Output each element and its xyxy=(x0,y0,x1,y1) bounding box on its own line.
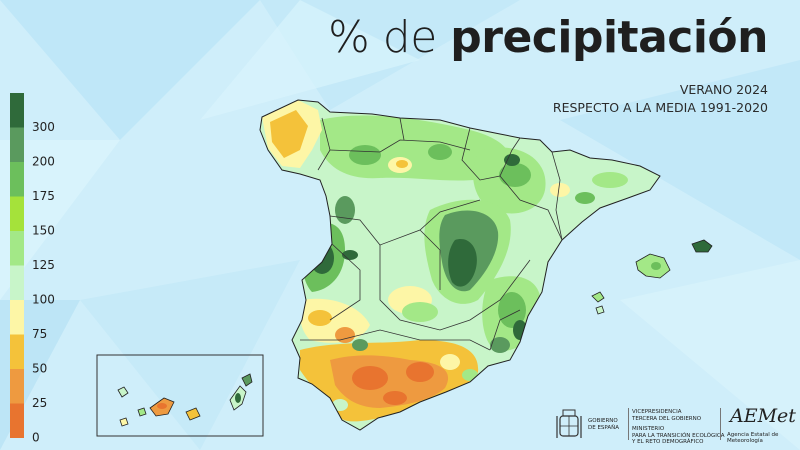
vicepresidencia-label: VICEPRESIDENCIA TERCERA DEL GOBIERNO xyxy=(632,409,701,422)
aemet-logo: AEMet xyxy=(730,405,796,427)
legend-label: 75 xyxy=(32,327,47,341)
legend-swatch xyxy=(10,334,24,369)
gobierno-line1: GOBIERNO xyxy=(588,418,618,424)
vice-line2: TERCERA DEL GOBIERNO xyxy=(632,415,702,422)
page-title: % de precipitación xyxy=(327,12,769,63)
legend-swatch xyxy=(10,127,24,162)
min-line2: PARA LA TRANSICIÓN ECOLÓGICA xyxy=(632,432,725,439)
legend-swatch xyxy=(10,369,24,404)
legend-swatch xyxy=(10,403,24,438)
peninsula xyxy=(259,99,661,431)
legend-label: 200 xyxy=(32,155,55,169)
min-line3: Y EL RETO DEMOGRÁFICO xyxy=(632,439,704,445)
legend-swatch xyxy=(10,231,24,266)
coat-of-arms-icon xyxy=(556,409,582,438)
separator xyxy=(628,408,629,440)
legend-label: 300 xyxy=(32,120,55,134)
legend-label: 150 xyxy=(32,224,55,238)
ministerio-label: MINISTERIO PARA LA TRANSICIÓN ECOLÓGICA … xyxy=(632,426,724,446)
legend-label: 100 xyxy=(32,293,55,307)
aemet-agency-label: Agencia Estatal de Meteorología xyxy=(727,432,779,444)
legend-swatch xyxy=(10,162,24,197)
canary-islands-inset xyxy=(96,354,264,437)
gobierno-line2: DE ESPAÑA xyxy=(588,424,620,431)
legend-label: 175 xyxy=(32,189,55,203)
subtitle-season: VERANO 2024 xyxy=(679,82,768,97)
region-borders xyxy=(300,117,563,351)
title-light: % de xyxy=(327,12,437,63)
gobierno-label: GOBIERNO DE ESPAÑA xyxy=(588,418,619,431)
balearic-islands xyxy=(591,239,713,315)
institutional-logos: GOBIERNO DE ESPAÑA VICEPRESIDENCIA TERCE… xyxy=(552,404,797,446)
title-bold: precipitación xyxy=(450,12,768,63)
legend-label: 50 xyxy=(32,362,47,376)
legend-label: 25 xyxy=(32,396,47,410)
legend-label: 0 xyxy=(32,431,40,444)
legend-label: 125 xyxy=(32,258,55,272)
legend-swatch xyxy=(10,300,24,335)
vice-line1: VICEPRESIDENCIA xyxy=(632,409,682,415)
separator xyxy=(720,408,721,440)
subtitle-reference: RESPECTO A LA MEDIA 1991-2020 xyxy=(552,100,768,115)
legend-swatch xyxy=(10,196,24,231)
min-line1: MINISTERIO xyxy=(632,426,665,432)
legend-swatch xyxy=(10,93,24,128)
color-legend: 300 200 175 150 125 100 75 50 25 0 xyxy=(10,93,55,444)
legend-swatch xyxy=(10,265,24,300)
